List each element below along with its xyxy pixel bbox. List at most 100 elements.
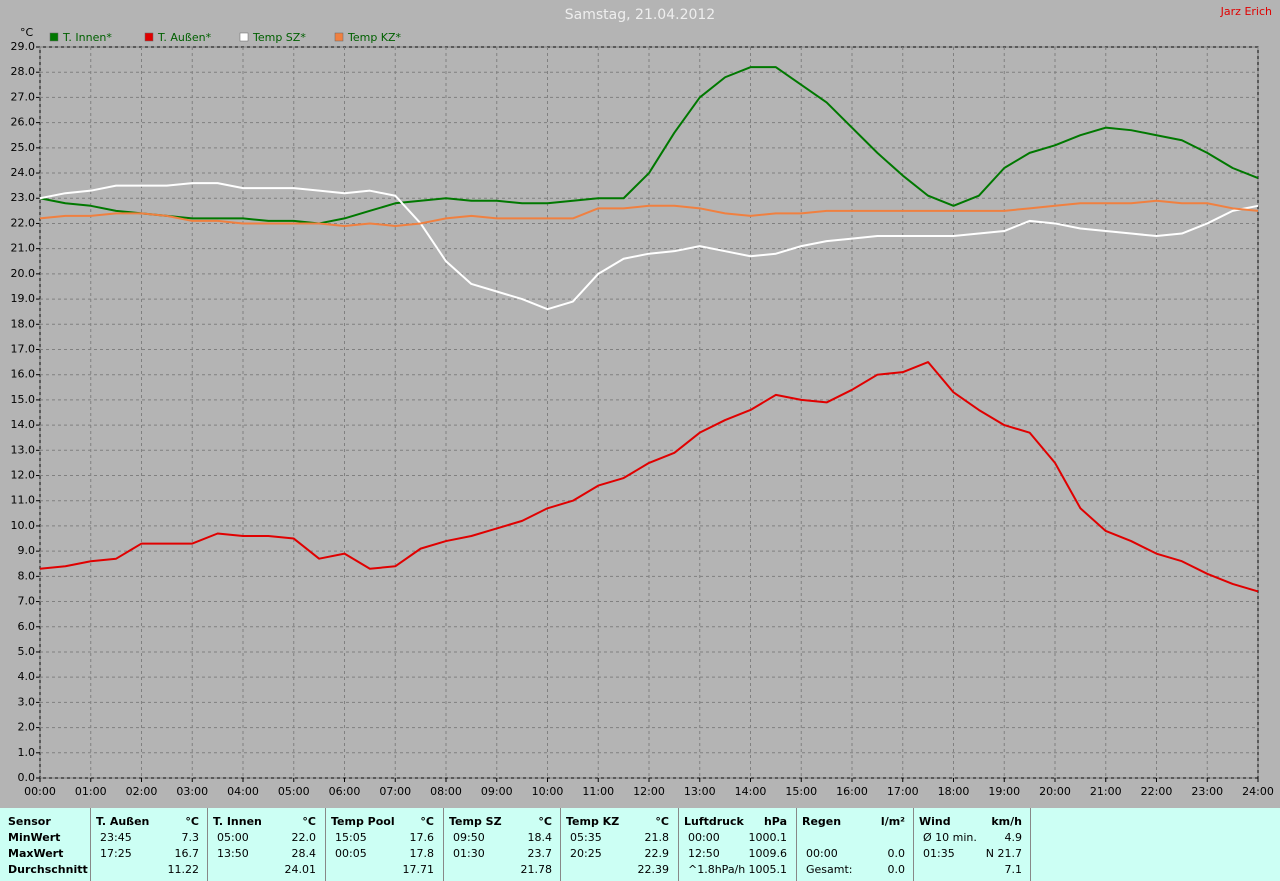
column-header: Temp Pool — [331, 815, 395, 828]
y-tick-label: 5.0 — [18, 645, 36, 658]
y-tick-label: 6.0 — [18, 620, 36, 633]
column-unit: °C — [538, 815, 552, 828]
legend-swatch — [144, 32, 154, 42]
x-tick-label: 11:00 — [582, 785, 614, 798]
y-tick-label: 10.0 — [11, 519, 36, 532]
cell-value: 18.4 — [527, 831, 553, 844]
y-tick-label: 12.0 — [11, 469, 36, 482]
legend-swatch — [49, 32, 59, 42]
column-unit: °C — [420, 815, 434, 828]
cell-time: 01:35 — [923, 847, 955, 860]
cell-value: 22.0 — [291, 831, 317, 844]
x-tick-label: 17:00 — [887, 785, 919, 798]
y-tick-label: 21.0 — [11, 242, 36, 255]
column-header: Wind — [919, 815, 951, 828]
x-tick-label: 16:00 — [836, 785, 868, 798]
y-tick-label: 18.0 — [11, 317, 36, 330]
legend-label: T. Außen* — [157, 31, 212, 44]
x-tick-label: 24:00 — [1242, 785, 1274, 798]
cell-value: 17.71 — [402, 863, 435, 876]
x-tick-label: 12:00 — [633, 785, 665, 798]
y-tick-label: 9.0 — [18, 544, 36, 557]
cell-time: 00:00 — [688, 831, 720, 844]
y-tick-label: 2.0 — [18, 721, 36, 734]
y-tick-label: 29.0 — [11, 40, 36, 53]
cell-value: 21.78 — [520, 863, 553, 876]
column-unit: l/m² — [880, 815, 905, 828]
y-tick-label: 27.0 — [11, 90, 36, 103]
column-unit: °C — [185, 815, 199, 828]
divider — [443, 808, 444, 881]
x-tick-label: 03:00 — [176, 785, 208, 798]
cell-time: 23:45 — [100, 831, 132, 844]
cell-time: 00:05 — [335, 847, 367, 860]
cell-time: 09:50 — [453, 831, 485, 844]
cell-value: 21.8 — [644, 831, 670, 844]
y-tick-label: 8.0 — [18, 569, 36, 582]
y-tick-label: 7.0 — [18, 595, 36, 608]
y-tick-label: 24.0 — [11, 166, 36, 179]
y-tick-label: 11.0 — [11, 494, 36, 507]
x-tick-label: 04:00 — [227, 785, 259, 798]
row-label: Durchschnitt — [8, 863, 88, 876]
x-tick-label: 23:00 — [1191, 785, 1223, 798]
divider — [90, 808, 91, 881]
x-tick-label: 21:00 — [1090, 785, 1122, 798]
column-header: T. Außen — [96, 815, 150, 828]
legend-label: Temp KZ* — [347, 31, 402, 44]
y-tick-label: 19.0 — [11, 292, 36, 305]
y-unit: °C — [20, 26, 34, 39]
cell-time: 05:35 — [570, 831, 602, 844]
y-tick-label: 14.0 — [11, 418, 36, 431]
row-label: MinWert — [8, 831, 61, 844]
column-header: Temp SZ — [449, 815, 502, 828]
y-tick-label: 4.0 — [18, 670, 36, 683]
x-tick-label: 06:00 — [329, 785, 361, 798]
y-tick-label: 20.0 — [11, 267, 36, 280]
cell-value: N 21.7 — [985, 847, 1022, 860]
legend-swatch — [334, 32, 344, 42]
column-unit: °C — [302, 815, 316, 828]
y-tick-label: 15.0 — [11, 393, 36, 406]
y-tick-label: 26.0 — [11, 116, 36, 129]
chart-title: Samstag, 21.04.2012 — [565, 7, 715, 23]
cell-time: 17:25 — [100, 847, 132, 860]
row-label: Sensor — [8, 815, 51, 828]
series-line — [39, 182, 1259, 311]
cell-time: 01:30 — [453, 847, 485, 860]
x-tick-label: 09:00 — [481, 785, 513, 798]
cell-value: 23.7 — [527, 847, 553, 860]
x-tick-label: 22:00 — [1141, 785, 1173, 798]
cell-time: 13:50 — [217, 847, 249, 860]
cell-value: 0.0 — [887, 847, 906, 860]
x-tick-label: 14:00 — [735, 785, 767, 798]
cell-time: 12:50 — [688, 847, 720, 860]
cell-time: Gesamt: — [806, 863, 853, 876]
column-header: Temp KZ — [566, 815, 620, 828]
y-tick-label: 16.0 — [11, 368, 36, 381]
y-tick-label: 23.0 — [11, 191, 36, 204]
row-label: MaxWert — [8, 847, 64, 860]
stats-table: Sensor MinWert MaxWert Durchschnitt T. Außen… — [0, 808, 1280, 881]
cell-value: 1000.1 — [748, 831, 788, 844]
x-tick-label: 01:00 — [75, 785, 107, 798]
x-tick-label: 15:00 — [785, 785, 817, 798]
cell-value: 22.9 — [644, 847, 670, 860]
cell-time: 00:00 — [806, 847, 838, 860]
y-tick-label: 22.0 — [11, 216, 36, 229]
series-line — [39, 199, 1259, 227]
x-tick-label: 00:00 — [24, 785, 56, 798]
series-line — [39, 361, 1259, 593]
legend-label: Temp SZ* — [252, 31, 306, 44]
column-unit: hPa — [763, 815, 787, 828]
cell-time: 20:25 — [570, 847, 602, 860]
cell-value: 1009.6 — [748, 847, 788, 860]
cell-value: 22.39 — [637, 863, 670, 876]
x-tick-label: 13:00 — [684, 785, 716, 798]
divider — [325, 808, 326, 881]
x-tick-label: 02:00 — [126, 785, 158, 798]
cell-value: 7.3 — [181, 831, 200, 844]
cell-time: ^1.8hPa/h — [688, 863, 746, 876]
cell-value: 28.4 — [291, 847, 317, 860]
column-header: Regen — [802, 815, 842, 828]
